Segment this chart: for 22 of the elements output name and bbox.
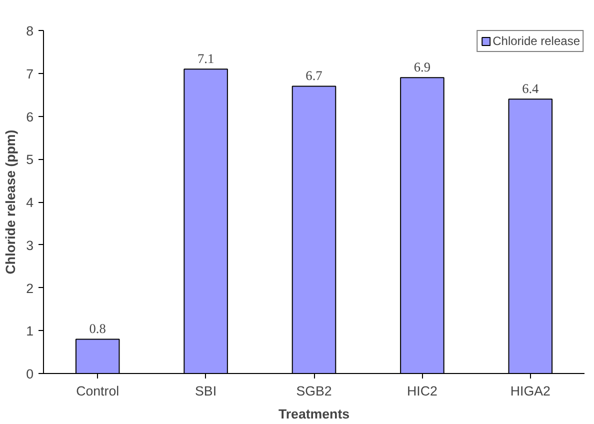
data-label: 6.4 <box>522 81 540 96</box>
data-label: 0.8 <box>89 321 106 336</box>
x-tick-label: Control <box>76 384 120 398</box>
y-axis-title: Chloride release (ppm) <box>3 130 18 274</box>
y-tick-label: 4 <box>26 195 34 210</box>
data-label: 6.9 <box>414 60 431 75</box>
legend-label: Chloride release <box>492 34 580 48</box>
data-label: 7.1 <box>197 51 214 66</box>
y-tick-label: 8 <box>26 24 34 38</box>
x-tick-label: SGB2 <box>296 384 332 398</box>
y-tick-label: 1 <box>26 324 34 339</box>
y-tick-label: 7 <box>26 66 34 82</box>
y-tick-label: 2 <box>26 280 34 296</box>
x-tick-label: HIGA2 <box>510 384 550 398</box>
y-tick-label: 6 <box>26 109 34 124</box>
data-label: 6.7 <box>306 68 323 84</box>
x-tick-label: SBI <box>195 384 217 398</box>
x-axis-title: Treatments <box>278 406 350 422</box>
y-tick-label: 3 <box>26 238 34 253</box>
y-tick-label: 0 <box>26 366 34 382</box>
y-tick-label: 5 <box>26 152 34 168</box>
x-tick-label: HIC2 <box>407 384 438 398</box>
